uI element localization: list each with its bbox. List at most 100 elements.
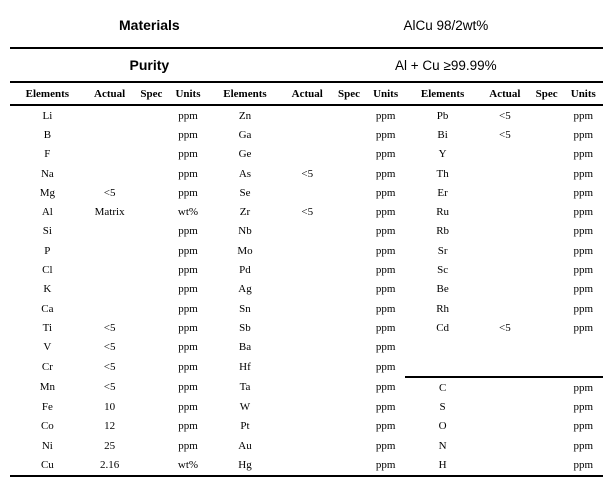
- materials-label: Materials: [119, 17, 180, 33]
- units-cell: ppm: [573, 206, 594, 219]
- units-cell: ppm: [375, 381, 396, 394]
- table-row: Na ppm As <5 ppm Th ppm: [10, 164, 603, 183]
- units-cell: ppm: [573, 439, 594, 452]
- spec-cell: [530, 260, 564, 279]
- spec-cell: [135, 338, 169, 357]
- elements-cell: Ti: [42, 321, 53, 334]
- spec-cell: [530, 338, 564, 357]
- elements-cell: Sc: [437, 264, 449, 277]
- spec-column-header: Spec: [332, 83, 366, 106]
- units-cell: ppm: [178, 321, 198, 334]
- units-cell: ppm: [375, 458, 396, 471]
- actual-cell: [85, 241, 135, 260]
- actual-cell: [480, 241, 530, 260]
- spec-cell: [332, 377, 366, 397]
- spec-cell: [530, 105, 564, 125]
- elements-cell: O: [438, 420, 447, 433]
- spec-cell: [332, 397, 366, 416]
- actual-cell: [282, 241, 332, 260]
- actual-cell: 10: [104, 401, 116, 414]
- units-cell: ppm: [573, 148, 594, 161]
- spec-cell: [135, 417, 169, 436]
- actual-cell: [480, 222, 530, 241]
- units-cell: [564, 338, 603, 357]
- spec-cell: [135, 202, 169, 221]
- purity-value: Al + Cu ≥99.99%: [395, 57, 497, 73]
- units-cell: ppm: [178, 439, 198, 452]
- actual-cell: [480, 299, 530, 318]
- spec-cell: [530, 145, 564, 164]
- units-cell: ppm: [573, 458, 594, 471]
- elements-cell: Hg: [238, 458, 252, 471]
- actual-cell: [480, 164, 530, 183]
- actual-cell: <5: [499, 128, 511, 141]
- units-cell: ppm: [375, 401, 396, 414]
- elements-column-header: Elements: [207, 83, 283, 106]
- actual-cell: [282, 455, 332, 475]
- elements-cell: Rb: [436, 225, 450, 238]
- elements-cell: Ba: [238, 341, 252, 354]
- elements-cell: [405, 357, 480, 377]
- units-cell: ppm: [178, 420, 198, 433]
- actual-cell: [480, 436, 530, 455]
- spec-cell: [332, 436, 366, 455]
- actual-cell: [85, 164, 135, 183]
- actual-cell: [480, 417, 530, 436]
- elements-cell: Th: [436, 167, 449, 180]
- elements-cell: Cr: [41, 361, 53, 373]
- units-cell: ppm: [573, 264, 594, 277]
- spec-cell: [135, 280, 169, 299]
- elements-cell: Cd: [436, 321, 450, 334]
- actual-cell: <5: [103, 361, 116, 373]
- actual-cell: [85, 222, 135, 241]
- units-cell: ppm: [375, 148, 396, 161]
- spec-cell: [530, 125, 564, 144]
- actual-cell: [480, 455, 530, 475]
- actual-cell: [480, 280, 530, 299]
- elements-cell: As: [238, 167, 252, 180]
- units-cell: ppm: [573, 167, 594, 180]
- units-cell: ppm: [178, 109, 198, 122]
- spec-cell: [332, 222, 366, 241]
- table-header: Elements Actual Spec Units Elements Actual Spe…: [10, 83, 603, 106]
- units-cell: ppm: [178, 361, 198, 373]
- spec-cell: [135, 377, 169, 397]
- actual-cell: [480, 357, 530, 377]
- actual-cell: 12: [104, 420, 116, 433]
- actual-cell: <5: [103, 381, 116, 394]
- actual-cell: [282, 222, 332, 241]
- actual-cell: [479, 376, 530, 398]
- elements-cell: Y: [438, 148, 447, 161]
- spec-cell: [135, 260, 169, 279]
- elements-cell: Er: [437, 186, 448, 199]
- elements-cell: Si: [42, 225, 52, 238]
- materials-header-row: Materials AlCu 98/2wt%: [10, 0, 603, 49]
- actual-cell: [85, 105, 135, 125]
- elements-cell: Co: [40, 420, 54, 433]
- units-cell: ppm: [178, 167, 198, 180]
- units-cell: ppm: [573, 401, 594, 414]
- spec-column-header: Spec: [529, 83, 564, 106]
- units-cell: ppm: [178, 283, 198, 296]
- elements-cell: C: [405, 376, 480, 398]
- elements-cell: Ag: [238, 283, 252, 296]
- elements-cell: Zr: [239, 206, 251, 219]
- elements-cell: Ga: [238, 128, 252, 141]
- units-cell: wt%: [177, 458, 199, 471]
- units-cell: ppm: [375, 341, 396, 354]
- elements-cell: Pb: [436, 109, 449, 122]
- actual-cell: [282, 145, 332, 164]
- elements-cell: Bi: [437, 128, 448, 141]
- units-cell: ppm: [573, 128, 594, 141]
- units-cell: ppm: [375, 128, 396, 141]
- actual-cell: [282, 280, 332, 299]
- materials-value: AlCu 98/2wt%: [403, 17, 489, 33]
- elements-cell: S: [439, 401, 446, 414]
- units-cell: ppm: [573, 283, 594, 296]
- spec-cell: [332, 125, 366, 144]
- spec-cell: [135, 455, 169, 475]
- units-column-header: Units: [168, 83, 208, 106]
- elements-cell: Ru: [436, 206, 450, 219]
